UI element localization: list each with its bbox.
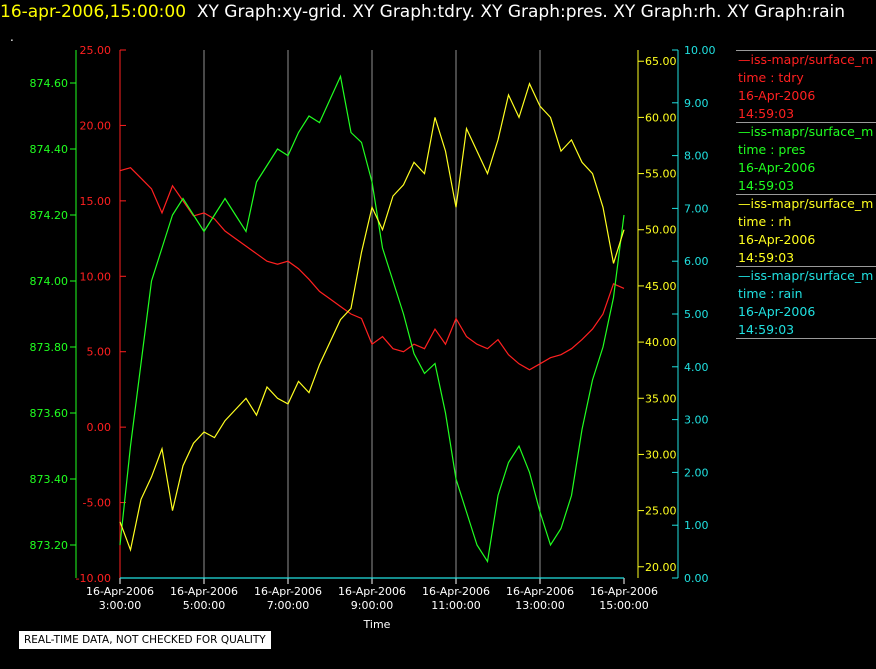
rain-tick-label: 5.00 bbox=[684, 308, 709, 321]
legend-var: time : tdry bbox=[738, 70, 804, 85]
legend-var: time : rh bbox=[738, 214, 792, 229]
rain-tick-label: 8.00 bbox=[684, 150, 709, 163]
x-tick-label-time: 7:00:00 bbox=[267, 599, 309, 612]
rh-tick-label: 55.00 bbox=[645, 168, 677, 181]
rh-tick-label: 25.00 bbox=[645, 505, 677, 518]
pres-tick-label: 873.40 bbox=[30, 473, 69, 486]
rh-tick-label: 65.00 bbox=[645, 55, 677, 68]
pres-tick-label: 874.00 bbox=[30, 275, 69, 288]
tdry-tick-label: 5.00 bbox=[87, 346, 112, 359]
pres-tick-label: 873.60 bbox=[30, 407, 69, 420]
legend-date: 16-Apr-2006 bbox=[738, 304, 816, 319]
pres-tick-label: 873.80 bbox=[30, 341, 69, 354]
legend-name: —iss-mapr/surface_m bbox=[738, 196, 874, 211]
legend-name: —iss-mapr/surface_m bbox=[738, 268, 874, 283]
rain-tick-label: 7.00 bbox=[684, 202, 709, 215]
legend-var: time : rain bbox=[738, 286, 803, 301]
pres-tick-label: 874.60 bbox=[30, 77, 69, 90]
header-title: 16-apr-2006,15:00:00 XY Graph:xy-grid. X… bbox=[0, 0, 845, 26]
quality-disclaimer: REAL-TIME DATA, NOT CHECKED FOR QUALITY bbox=[19, 631, 271, 649]
legend-date: 16-Apr-2006 bbox=[738, 160, 816, 175]
rh-tick-label: 50.00 bbox=[645, 224, 677, 237]
rh-tick-label: 30.00 bbox=[645, 448, 677, 461]
rh-tick-label: 20.00 bbox=[645, 561, 677, 574]
rain-tick-label: 1.00 bbox=[684, 519, 709, 532]
legend-var: time : pres bbox=[738, 142, 806, 157]
series-line-pres bbox=[119, 74, 625, 564]
legend-date: 16-Apr-2006 bbox=[738, 232, 816, 247]
x-tick-label-date: 16-Apr-2006 bbox=[254, 585, 322, 598]
rain-tick-label: 4.00 bbox=[684, 361, 709, 374]
legend-time: 14:59:03 bbox=[738, 178, 795, 193]
rain-tick-label: 3.00 bbox=[684, 414, 709, 427]
rh-tick-label: 35.00 bbox=[645, 392, 677, 405]
x-tick-label-date: 16-Apr-2006 bbox=[338, 585, 406, 598]
legend-time: 14:59:03 bbox=[738, 250, 795, 265]
header-timestamp: 16-apr-2006,15:00:00 bbox=[0, 2, 187, 22]
rain-tick-label: 2.00 bbox=[684, 466, 709, 479]
rh-tick-label: 45.00 bbox=[645, 280, 677, 293]
x-tick-label-date: 16-Apr-2006 bbox=[590, 585, 658, 598]
tdry-tick-label: -10.00 bbox=[76, 572, 111, 585]
legend-name: —iss-mapr/surface_m bbox=[738, 52, 874, 67]
rh-tick-label: 40.00 bbox=[645, 336, 677, 349]
tdry-tick-label: 0.00 bbox=[87, 421, 112, 434]
header-graph-list: XY Graph:xy-grid. XY Graph:tdry. XY Grap… bbox=[196, 2, 846, 22]
x-tick-label-date: 16-Apr-2006 bbox=[86, 585, 154, 598]
x-tick-label-date: 16-Apr-2006 bbox=[506, 585, 574, 598]
x-tick-label-time: 13:00:00 bbox=[515, 599, 564, 612]
x-tick-label-date: 16-Apr-2006 bbox=[422, 585, 490, 598]
tdry-tick-label: 20.00 bbox=[80, 119, 112, 132]
tdry-tick-label: 15.00 bbox=[80, 195, 112, 208]
rain-tick-label: 6.00 bbox=[684, 255, 709, 268]
legend-time: 14:59:03 bbox=[738, 322, 795, 337]
x-tick-label-date: 16-Apr-2006 bbox=[170, 585, 238, 598]
x-tick-label-time: 5:00:00 bbox=[183, 599, 225, 612]
rh-tick-label: 60.00 bbox=[645, 111, 677, 124]
x-tick-label-time: 11:00:00 bbox=[431, 599, 480, 612]
pres-tick-label: 874.40 bbox=[30, 143, 69, 156]
legend-name: —iss-mapr/surface_m bbox=[738, 124, 874, 139]
series-line-rh bbox=[119, 82, 625, 553]
legend: —iss-mapr/surface_m time : tdry 16-Apr-200… bbox=[736, 50, 876, 339]
x-tick-label-time: 3:00:00 bbox=[99, 599, 141, 612]
tdry-tick-label: -5.00 bbox=[83, 497, 111, 510]
legend-date: 16-Apr-2006 bbox=[738, 88, 816, 103]
rain-tick-label: 0.00 bbox=[684, 572, 709, 585]
x-tick-label-time: 9:00:00 bbox=[351, 599, 393, 612]
x-axis-label: Time bbox=[363, 618, 391, 631]
x-tick-label-time: 15:00:00 bbox=[599, 599, 648, 612]
tdry-tick-label: 10.00 bbox=[80, 270, 112, 283]
rain-tick-label: 9.00 bbox=[684, 97, 709, 110]
rain-tick-label: 10.00 bbox=[684, 44, 716, 57]
series-line-tdry bbox=[119, 167, 625, 371]
pres-tick-label: 873.20 bbox=[30, 539, 69, 552]
header-dot: . bbox=[10, 30, 14, 44]
pres-tick-label: 874.20 bbox=[30, 209, 69, 222]
tdry-tick-label: 25.00 bbox=[80, 44, 112, 57]
legend-time: 14:59:03 bbox=[738, 106, 795, 121]
